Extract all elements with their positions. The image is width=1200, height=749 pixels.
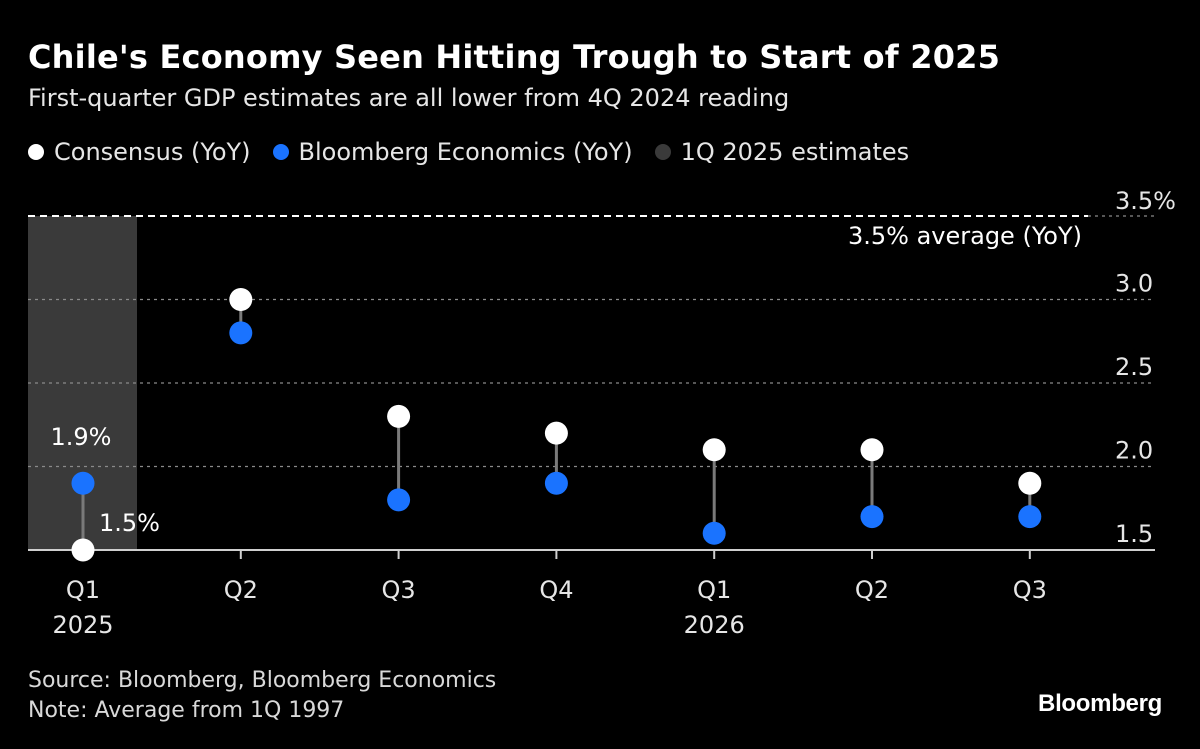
x-tick-label: Q1 — [66, 576, 100, 604]
legend-label-estimates: 1Q 2025 estimates — [680, 138, 910, 166]
consensus-point — [544, 421, 568, 445]
average-reference-label: 3.5% average (YoY) — [848, 222, 1082, 250]
consensus-point — [229, 288, 253, 311]
chart-subtitle: First-quarter GDP estimates are all lowe… — [28, 84, 790, 112]
consensus-point — [1018, 471, 1042, 495]
consensus-point — [71, 538, 95, 562]
bloomberg-economics-point — [702, 521, 726, 545]
consensus-point — [387, 404, 411, 428]
consensus-point — [702, 438, 726, 462]
consensus-point — [860, 438, 884, 462]
legend-item-estimates: 1Q 2025 estimates — [654, 138, 910, 166]
x-year-label: 2026 — [684, 611, 745, 639]
point-value-label: 1.9% — [51, 423, 112, 451]
chart-title: Chile's Economy Seen Hitting Trough to S… — [28, 38, 1001, 76]
legend-item-consensus: Consensus (YoY) — [28, 138, 251, 166]
bloomberg-economics-swatch-icon — [272, 144, 289, 160]
bloomberg-economics-point — [229, 321, 253, 345]
bloomberg-economics-point — [387, 488, 411, 512]
x-tick-label: Q3 — [382, 576, 416, 604]
estimates-swatch-icon — [654, 144, 671, 160]
source-note: Source: Bloomberg, Bloomberg Economics — [28, 668, 497, 693]
x-tick-label: Q2 — [855, 576, 889, 604]
bloomberg-economics-point — [1018, 505, 1042, 529]
x-tick-label: Q1 — [697, 576, 731, 604]
y-tick-label: 2.5 — [1115, 353, 1153, 381]
bloomberg-economics-point — [860, 505, 884, 529]
bloomberg-economics-point — [544, 471, 568, 495]
legend-label-consensus: Consensus (YoY) — [54, 138, 251, 166]
x-tick-label: Q2 — [224, 576, 258, 604]
y-tick-label: 2.0 — [1115, 437, 1153, 465]
y-tick-label: 3.0 — [1115, 270, 1153, 298]
x-tick-label: Q4 — [539, 576, 573, 604]
x-tick-label: Q3 — [1013, 576, 1047, 604]
x-year-label: 2025 — [52, 611, 113, 639]
legend-label-bloomberg-economics: Bloomberg Economics (YoY) — [298, 138, 633, 166]
point-value-label: 1.5% — [99, 509, 160, 537]
legend: Consensus (YoY) Bloomberg Economics (YoY… — [28, 138, 931, 166]
bloomberg-logo: Bloomberg — [1038, 690, 1162, 717]
footnote: Note: Average from 1Q 1997 — [28, 698, 345, 723]
consensus-swatch-icon — [28, 144, 44, 160]
y-tick-label: 3.5% — [1115, 187, 1176, 215]
y-tick-label: 1.5 — [1115, 520, 1153, 548]
legend-item-bloomberg-economics: Bloomberg Economics (YoY) — [272, 138, 633, 166]
bloomberg-economics-point — [71, 471, 95, 495]
